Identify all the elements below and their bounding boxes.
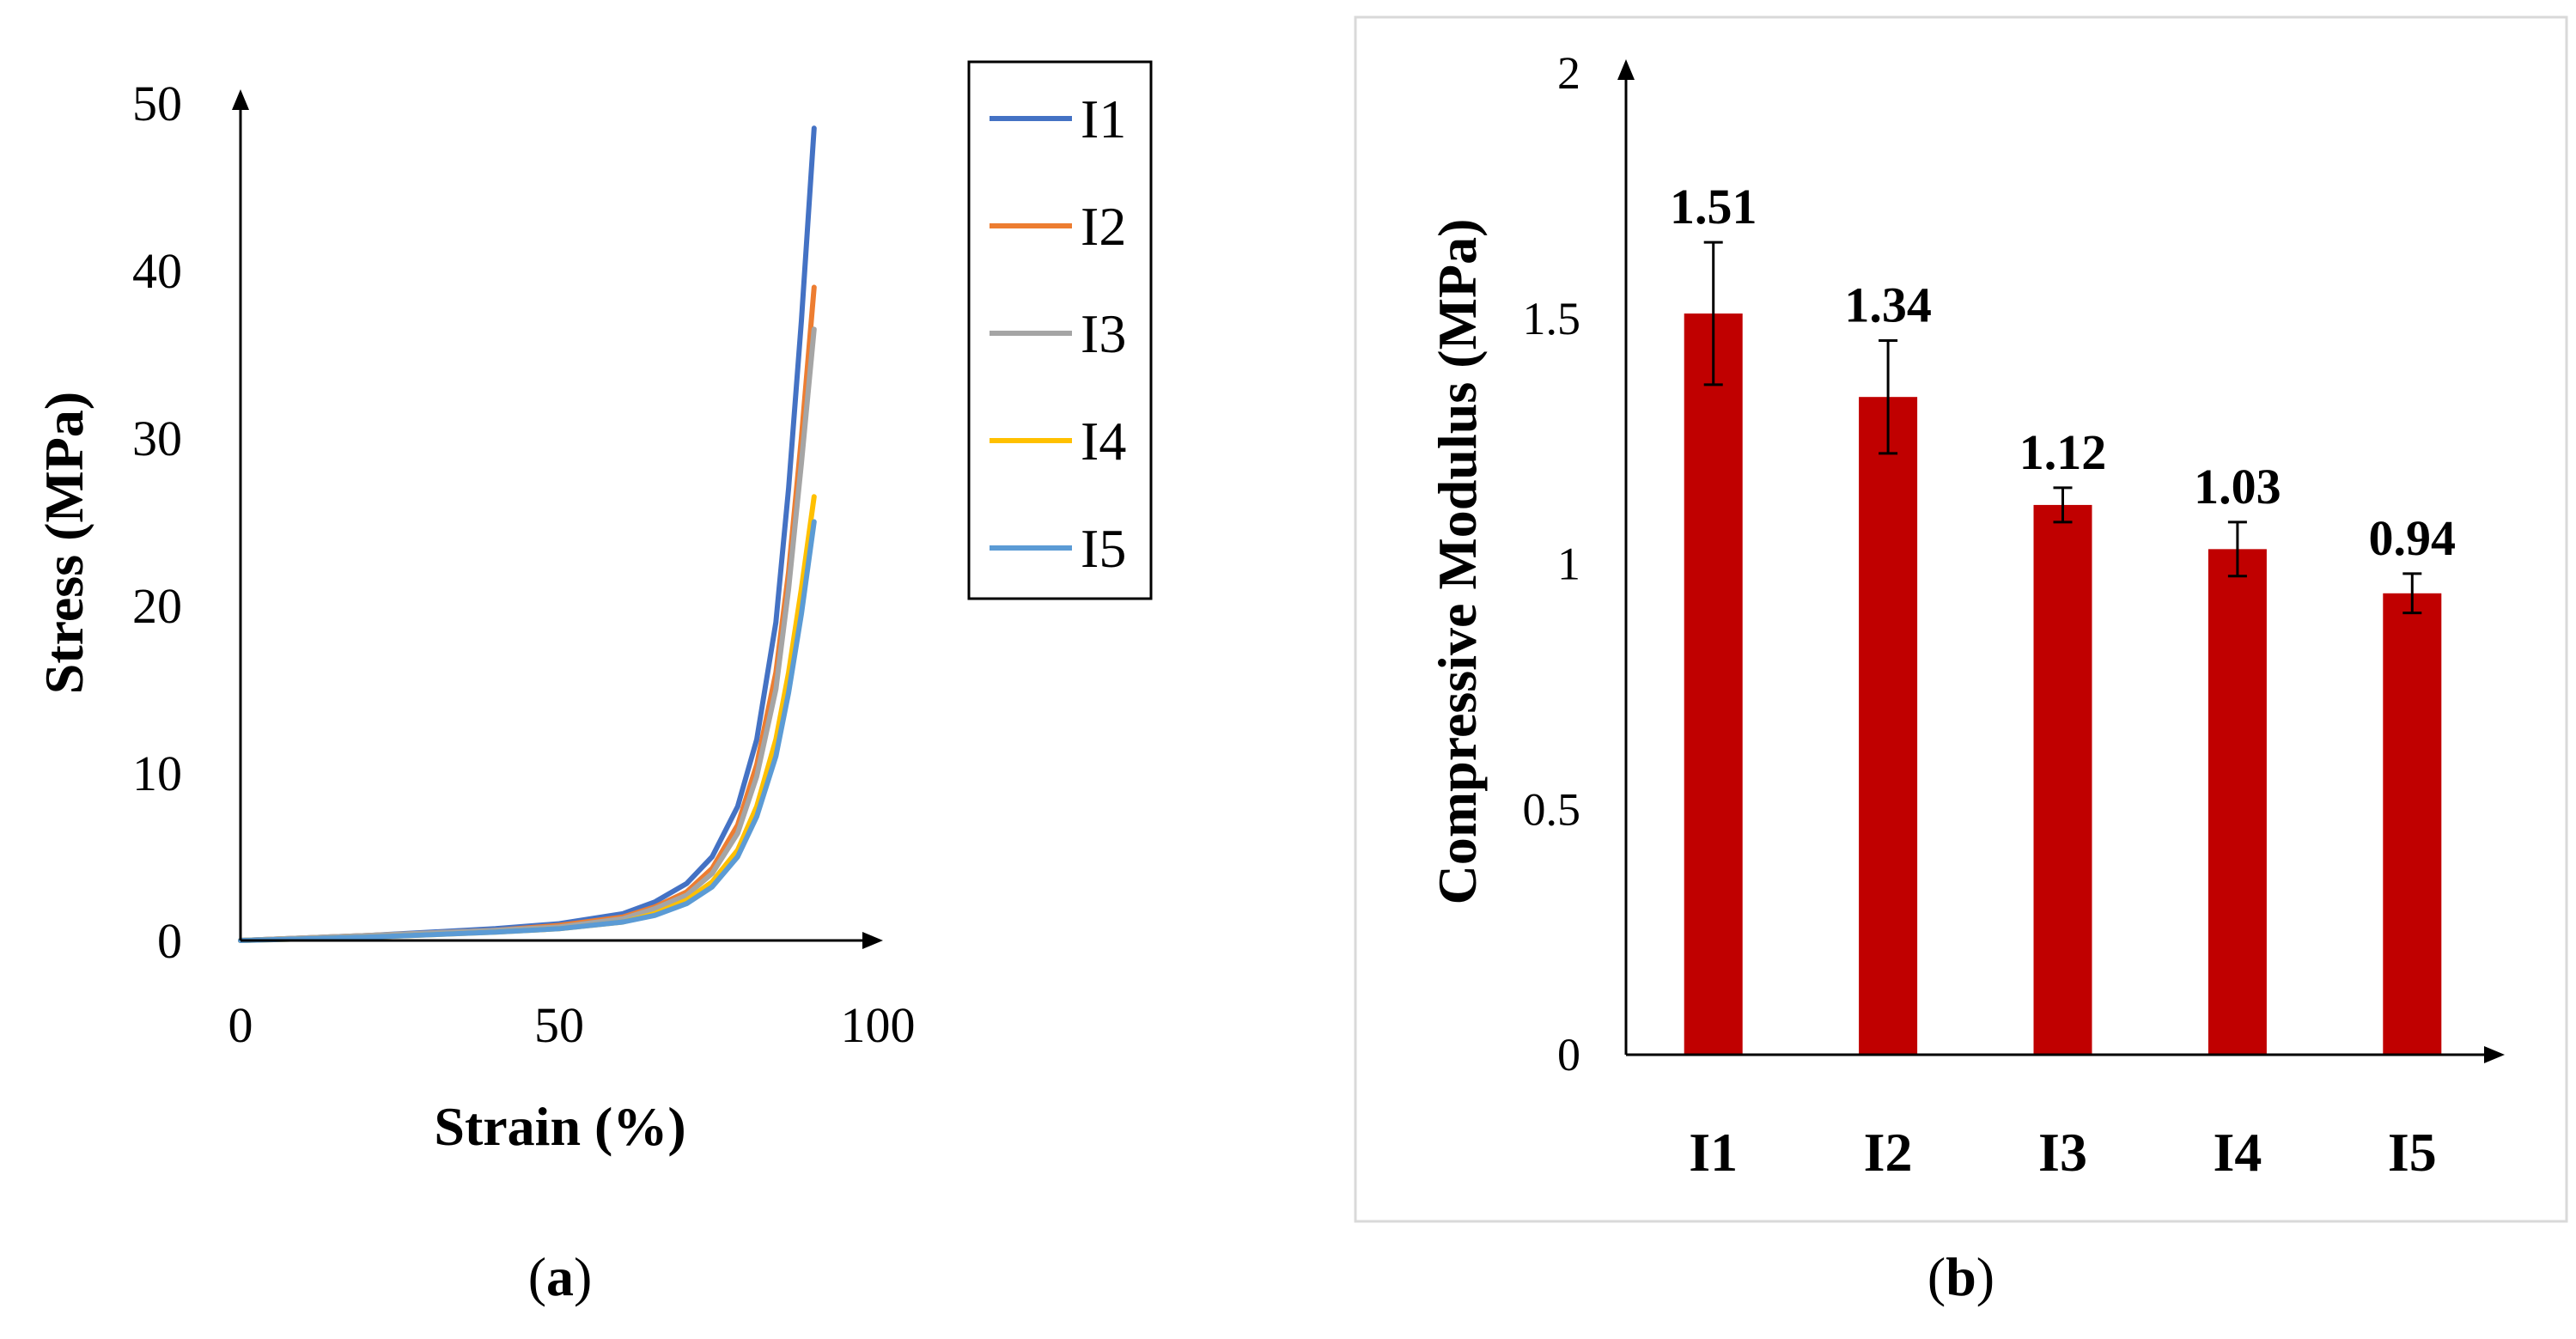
x-axis-arrow — [2484, 1046, 2505, 1063]
y-axis-arrow — [1617, 59, 1635, 80]
y-axis-title: Stress (MPa) — [33, 392, 94, 695]
y-tick-label: 40 — [132, 243, 182, 299]
panel-label-b: (b) — [1927, 1246, 1994, 1307]
x-axis-title: Strain (%) — [434, 1096, 685, 1157]
x-category-label: I1 — [1689, 1122, 1738, 1183]
legend-label-i3: I3 — [1081, 303, 1126, 364]
legend: I1 I2 I3 I4 I5 — [967, 60, 1153, 600]
y-axis-arrow — [232, 89, 249, 110]
y-tick-labels: 0 10 20 30 40 50 — [132, 76, 182, 969]
bar-i4 — [2208, 549, 2267, 1055]
x-tick-labels: 0 50 100 — [228, 997, 916, 1053]
legend-label-i1: I1 — [1081, 88, 1126, 149]
y-tick-label: 30 — [132, 411, 182, 466]
y-tick-label: 2 — [1557, 47, 1580, 99]
x-tick-label: 0 — [228, 997, 253, 1053]
y-tick-labels: 0 0.5 1 1.5 2 — [1523, 47, 1581, 1080]
panel-a-stress-strain-chart: 0 10 20 30 40 50 0 50 100 Strain (%) Stress (MP… — [33, 60, 1153, 1307]
y-tick-label: 0 — [1557, 1029, 1580, 1080]
x-tick-label: 50 — [534, 997, 584, 1053]
error-bar-i3 — [2053, 486, 2073, 524]
x-tick-label: 100 — [841, 997, 916, 1053]
legend-label-i4: I4 — [1081, 411, 1126, 472]
data-label-i4: 1.03 — [2194, 459, 2281, 514]
y-tick-label: 0.5 — [1523, 783, 1581, 835]
y-axis-title: Compressive Modulus (MPa) — [1427, 219, 1488, 905]
legend-box — [967, 60, 1153, 600]
panel-label-a: (a) — [528, 1246, 593, 1307]
axes — [232, 89, 883, 949]
error-bars — [1703, 240, 2422, 615]
series-line-i2 — [238, 284, 817, 943]
x-category-label: I4 — [2213, 1122, 2262, 1183]
bar-i5 — [2383, 593, 2442, 1055]
x-category-label: I5 — [2388, 1122, 2437, 1183]
error-bar-i2 — [1879, 338, 1898, 455]
error-bar-i1 — [1703, 240, 1723, 386]
data-label-i5: 0.94 — [2369, 510, 2457, 566]
data-label-i1: 1.51 — [1670, 179, 1757, 234]
legend-label-i2: I2 — [1081, 196, 1126, 257]
series-lines — [238, 125, 817, 943]
bar-i1 — [1684, 313, 1743, 1055]
y-tick-label: 1.5 — [1523, 293, 1581, 344]
error-bar-i5 — [2402, 572, 2422, 615]
panel-b-compressive-modulus-chart: 0 0.5 1 1.5 2 I1 I2 I3 I4 I5 1.51 1.34 1.12 1.03 0.9… — [1354, 15, 2568, 1307]
error-bar-i4 — [2227, 520, 2247, 578]
x-axis-arrow — [862, 932, 883, 949]
axes — [1617, 59, 2505, 1063]
series-line-i3 — [238, 326, 817, 943]
y-tick-label: 50 — [132, 76, 182, 131]
legend-label-i5: I5 — [1081, 518, 1126, 579]
panel-border — [1354, 15, 2568, 1223]
y-tick-label: 10 — [132, 746, 182, 801]
x-tick-labels: I1 I2 I3 I4 I5 — [1689, 1122, 2437, 1183]
y-tick-label: 0 — [157, 913, 182, 969]
x-category-label: I3 — [2038, 1122, 2087, 1183]
bar-i3 — [2033, 504, 2092, 1055]
data-label-i2: 1.34 — [1844, 277, 1932, 332]
x-category-label: I2 — [1864, 1122, 1913, 1183]
bars — [1684, 313, 2442, 1055]
data-labels: 1.51 1.34 1.12 1.03 0.94 — [1670, 179, 2456, 566]
y-tick-label: 20 — [132, 578, 182, 634]
bar-i2 — [1859, 397, 1918, 1055]
data-label-i3: 1.12 — [2019, 424, 2107, 480]
y-tick-label: 1 — [1557, 539, 1580, 590]
series-line-i1 — [238, 125, 817, 943]
series-line-i4 — [238, 494, 817, 943]
series-line-i5 — [238, 519, 817, 943]
